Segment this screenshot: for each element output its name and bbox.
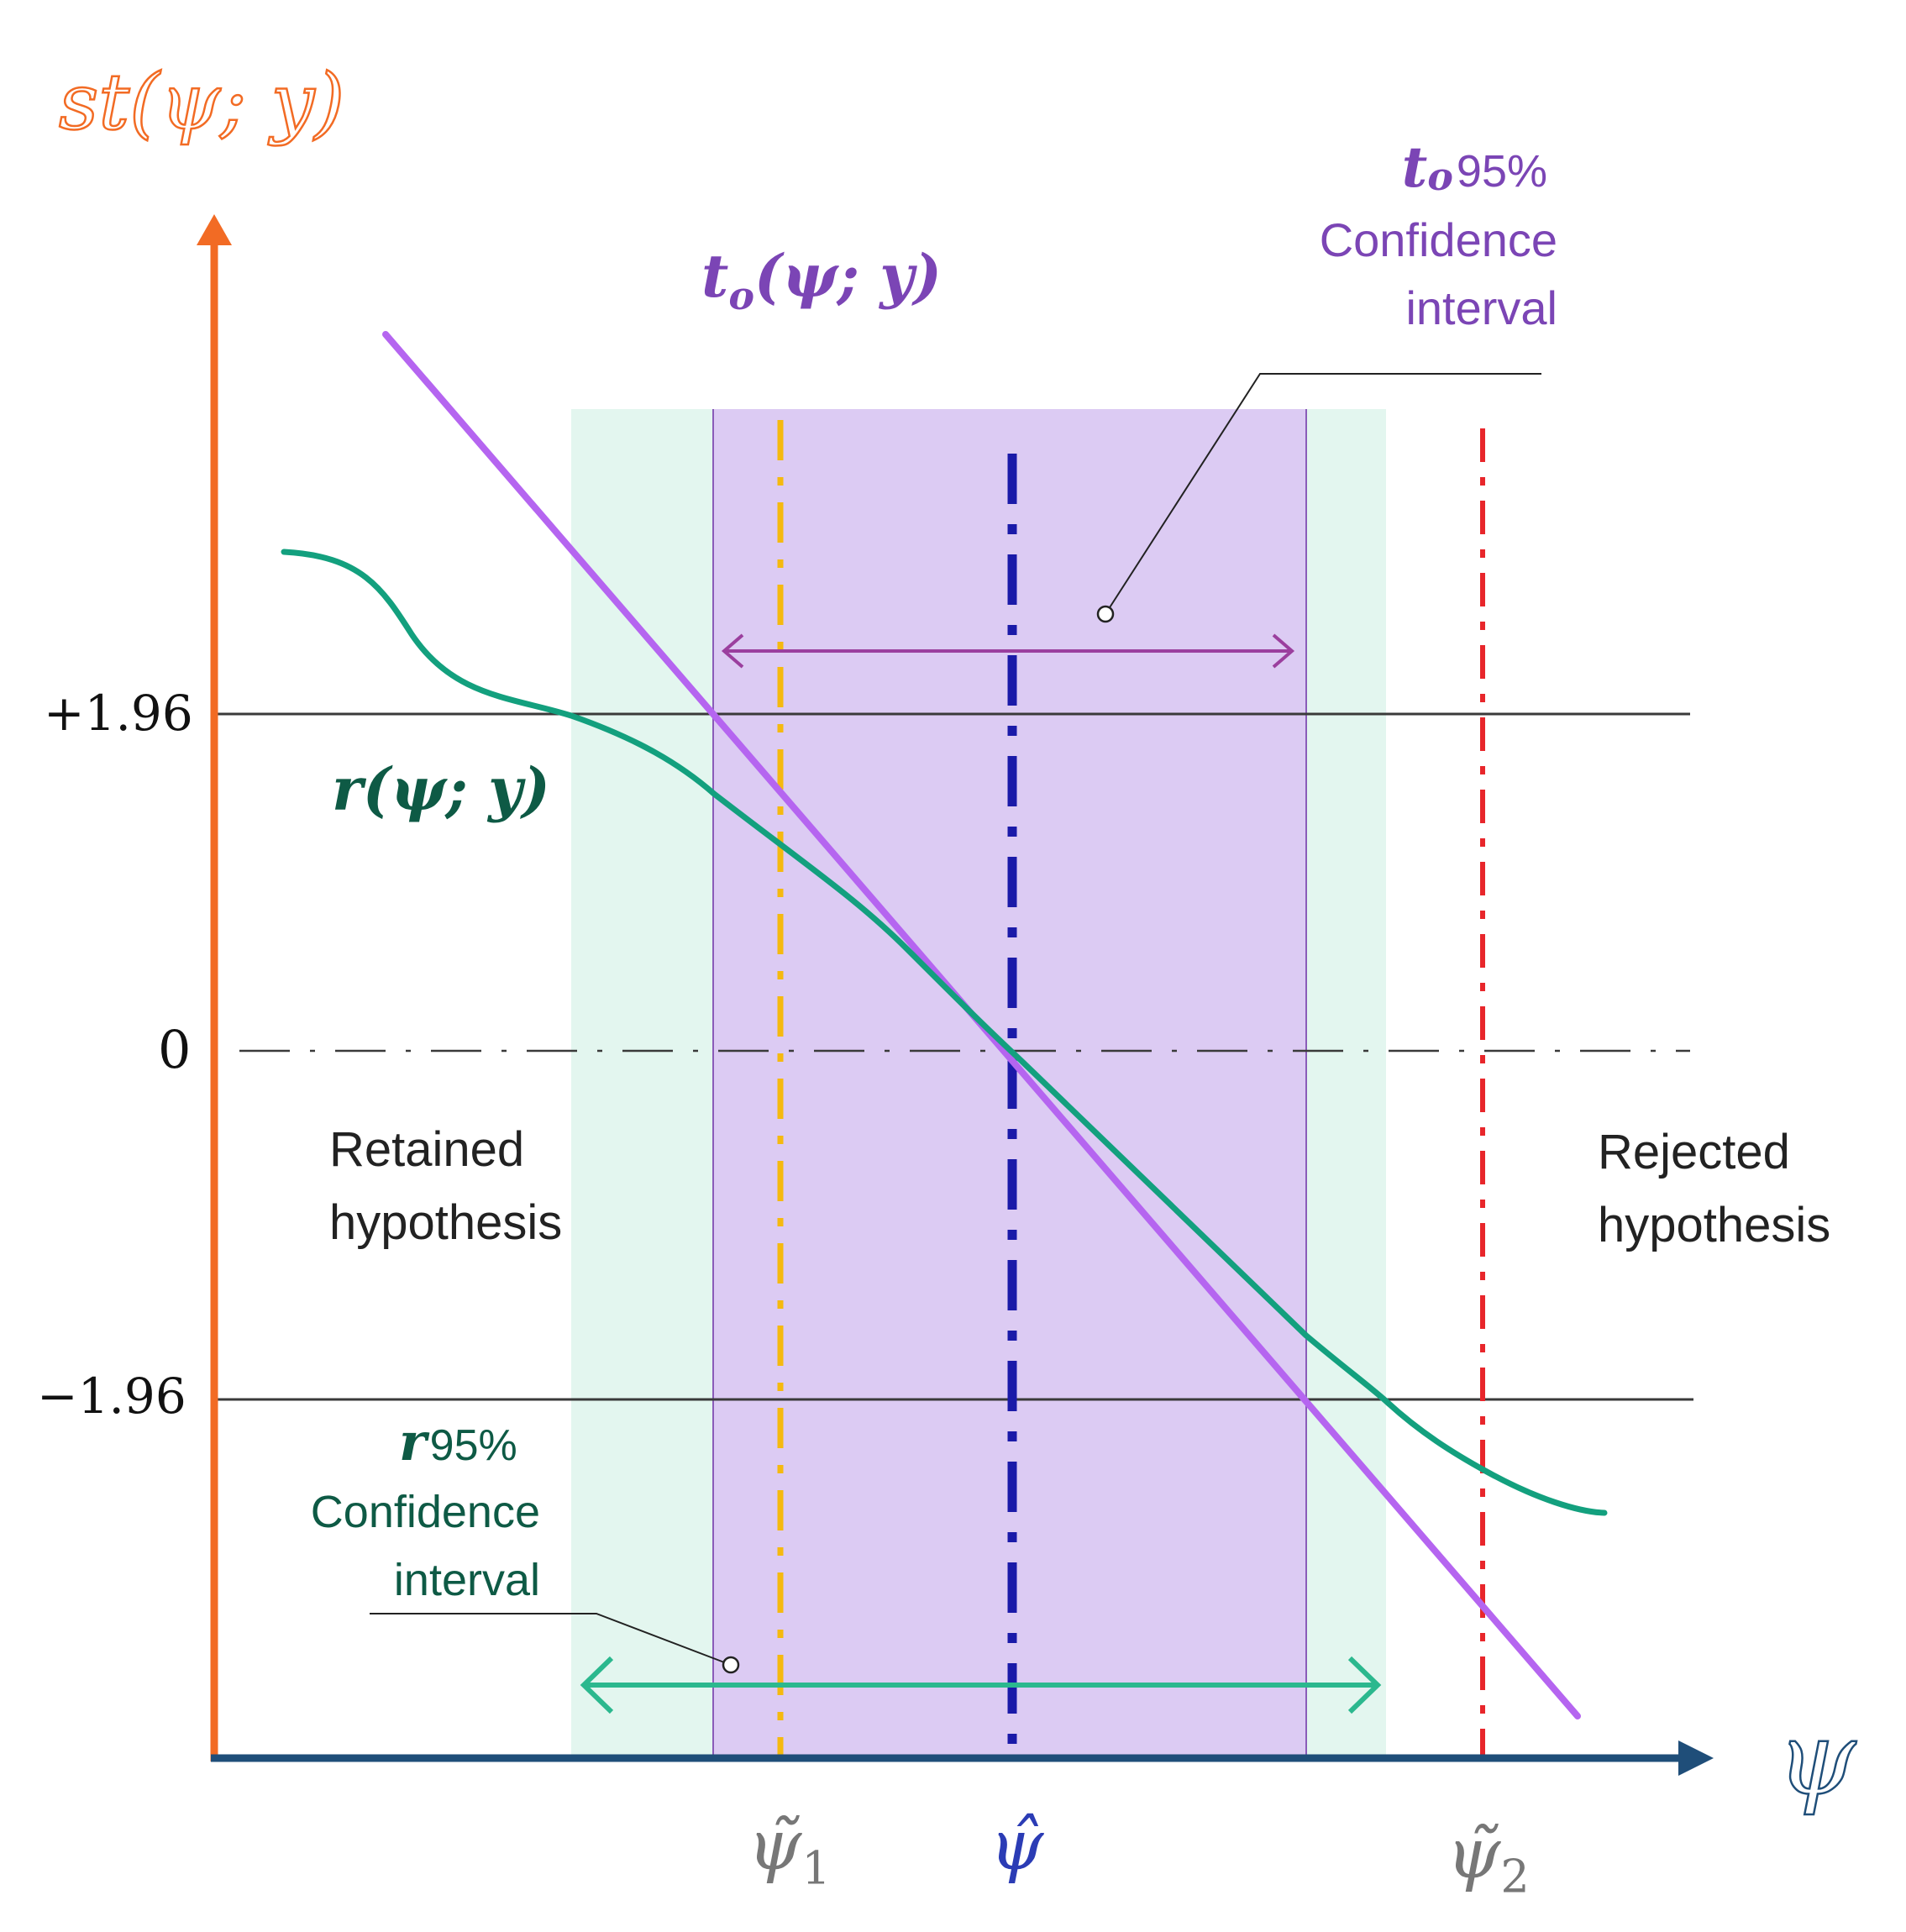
r-ci-percent: 95% — [429, 1421, 517, 1470]
to-curve-label-main: t — [701, 241, 729, 311]
to-ci-callout-dot — [1096, 605, 1115, 623]
psi-tilde-2-sub: 2 — [1500, 1850, 1530, 1903]
r-curve-label-main: r — [332, 754, 363, 824]
to-ci-heading: to 95% — [1402, 134, 1547, 200]
psi-tilde-2-symbol: ψ̃ — [1447, 1814, 1501, 1894]
y-tick-plus-196: +1.96 — [44, 685, 193, 742]
r-curve-label: r(ψ; y) — [332, 754, 550, 824]
to-ci-callout-leader — [1105, 373, 1541, 615]
r-ci-text: Confidence interval — [310, 1487, 540, 1605]
to-ci-percent: 95% — [1456, 146, 1547, 197]
r-curve — [281, 549, 1608, 1516]
psi-hat-label: ψ̂ — [990, 1806, 1044, 1886]
r-curve-label-args: (ψ; y) — [362, 754, 550, 824]
y-axis-arrowhead — [197, 214, 232, 245]
r-ci-arrowhead-right — [1347, 1656, 1382, 1714]
to-ci-arrowhead-left — [721, 633, 744, 669]
x-axis-arrowhead — [1678, 1740, 1714, 1776]
r-ci-callout-leader — [370, 1613, 732, 1666]
to-ci-arrowhead-right — [1272, 633, 1295, 669]
r-ci-heading: r 95% — [399, 1411, 517, 1473]
psi-tilde-1-sub: 1 — [801, 1841, 831, 1895]
to-ci-symbol-sub: o — [1427, 154, 1453, 200]
to-curve-label-sub: o — [728, 273, 755, 318]
psi-tilde-1-label: ψ̃1 — [748, 1806, 831, 1894]
to-curve-label: to(ψ; y) — [701, 241, 942, 318]
r-ci-arrowhead-left — [580, 1656, 614, 1714]
to-ci-text: Confidence interval — [1319, 213, 1557, 335]
retained-hypothesis-label: Retained hypothesis — [329, 1122, 563, 1250]
psi-tilde-1-symbol: ψ̃ — [748, 1806, 802, 1886]
to-curve-label-args: (ψ; y) — [754, 241, 942, 311]
y-axis-label: st(ψ; y) — [58, 56, 346, 149]
y-tick-minus-196: −1.96 — [37, 1368, 186, 1425]
r-ci-symbol: r — [399, 1411, 427, 1473]
psi-tilde-2-label: ψ̃2 — [1447, 1814, 1530, 1903]
x-axis-label: ψ — [1776, 1700, 1857, 1819]
to-ci-symbol: t — [1401, 134, 1428, 200]
r-ci-callout-dot — [722, 1656, 740, 1674]
y-tick-zero: 0 — [158, 1019, 192, 1080]
rejected-hypothesis-label: Rejected hypothesis — [1598, 1125, 1831, 1252]
